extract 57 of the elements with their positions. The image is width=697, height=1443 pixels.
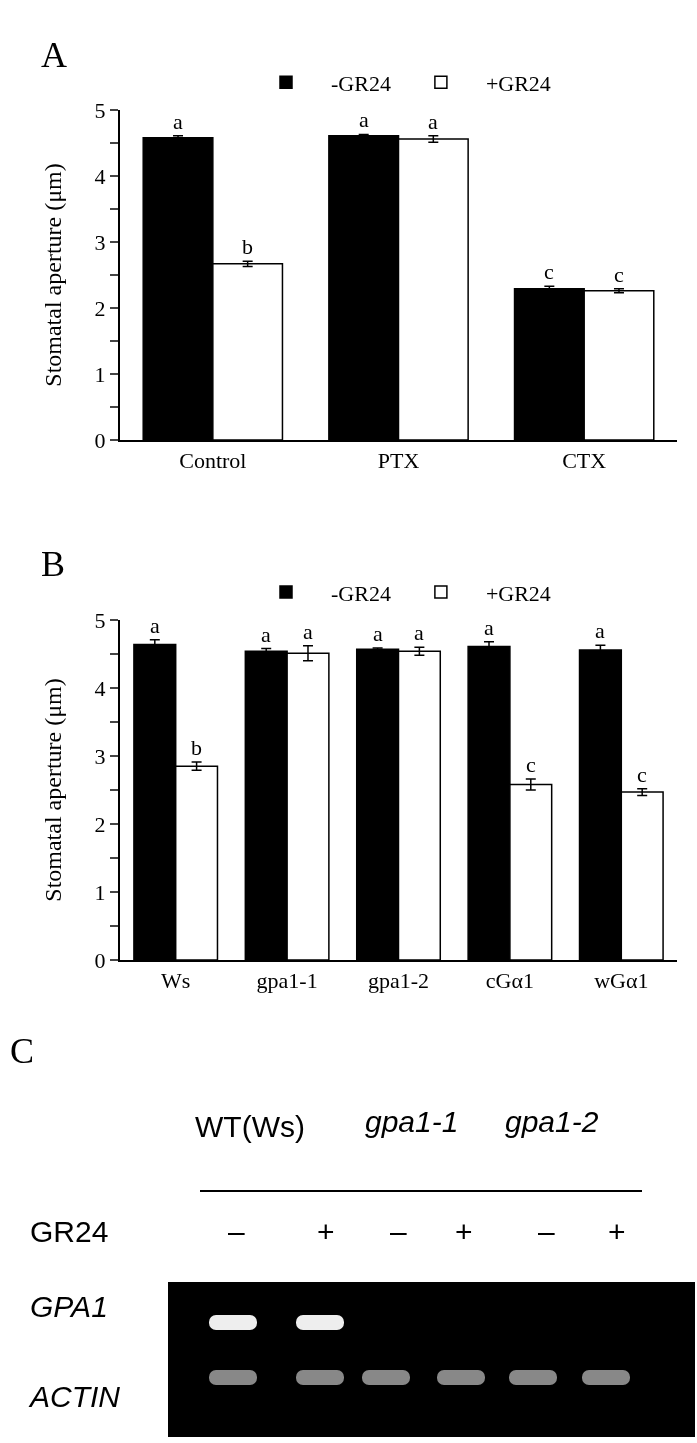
text: gpa1-1 (365, 1105, 459, 1139)
x-tick-label: CTX (562, 448, 607, 474)
y-tick-label: 2 (94, 295, 106, 321)
legend-label: +GR24 (485, 580, 551, 606)
y-tick-label: 3 (94, 743, 106, 769)
text: – (390, 1215, 407, 1249)
annotation: a (303, 619, 313, 644)
annotation: b (242, 234, 253, 259)
y-tick-label: 3 (94, 229, 106, 255)
y-tick-label: 2 (94, 811, 106, 837)
annotation: a (428, 109, 438, 134)
legend-label: +GR24 (485, 70, 551, 96)
text: GR24 (30, 1215, 109, 1249)
chart-title: A (41, 35, 67, 75)
text: – (538, 1215, 555, 1249)
y-tick-label: 0 (94, 427, 106, 453)
annotation: a (173, 109, 183, 134)
text: gpa1-2 (505, 1105, 599, 1139)
annotation: c (544, 259, 554, 284)
text: C (10, 1030, 35, 1072)
legend-label: -GR24 (331, 580, 391, 606)
annotation: a (484, 615, 494, 640)
annotation: c (637, 762, 647, 787)
annotation: b (191, 735, 202, 760)
y-tick-label: 4 (94, 163, 106, 189)
annotation: a (261, 622, 271, 647)
annotation: a (359, 107, 369, 132)
y-tick-label: 5 (94, 607, 106, 633)
legend-label: -GR24 (331, 70, 391, 96)
annotation: a (414, 620, 424, 645)
text: ACTIN (30, 1380, 120, 1414)
text: + (608, 1215, 626, 1249)
x-tick-label: cGα1 (485, 968, 534, 994)
x-tick-label: gpa1-1 (256, 968, 318, 994)
text: – (228, 1215, 245, 1249)
y-tick-label: 5 (94, 97, 106, 123)
y-tick-label: 0 (94, 947, 106, 973)
y-axis-title: Stomatal aperture (μm) (40, 678, 66, 902)
y-axis-title: Stomatal aperture (μm) (40, 163, 66, 387)
y-tick-label: 1 (94, 879, 106, 905)
y-tick-label: 4 (94, 675, 106, 701)
annotation: a (373, 621, 383, 646)
annotation: a (595, 618, 605, 643)
chart-title: B (41, 544, 66, 584)
x-tick-label: PTX (377, 448, 420, 474)
text: GPA1 (30, 1290, 108, 1324)
x-tick-label: Ws (161, 968, 191, 994)
x-tick-label: gpa1-2 (367, 968, 430, 994)
text: + (317, 1215, 335, 1249)
annotation: a (150, 613, 160, 638)
annotation: c (526, 752, 536, 777)
annotation: c (614, 262, 624, 287)
x-tick-label: Control (179, 448, 247, 474)
y-tick-label: 1 (94, 361, 106, 387)
x-tick-label: wGα1 (594, 968, 649, 994)
text: + (455, 1215, 473, 1249)
text: WT(Ws) (195, 1110, 305, 1144)
